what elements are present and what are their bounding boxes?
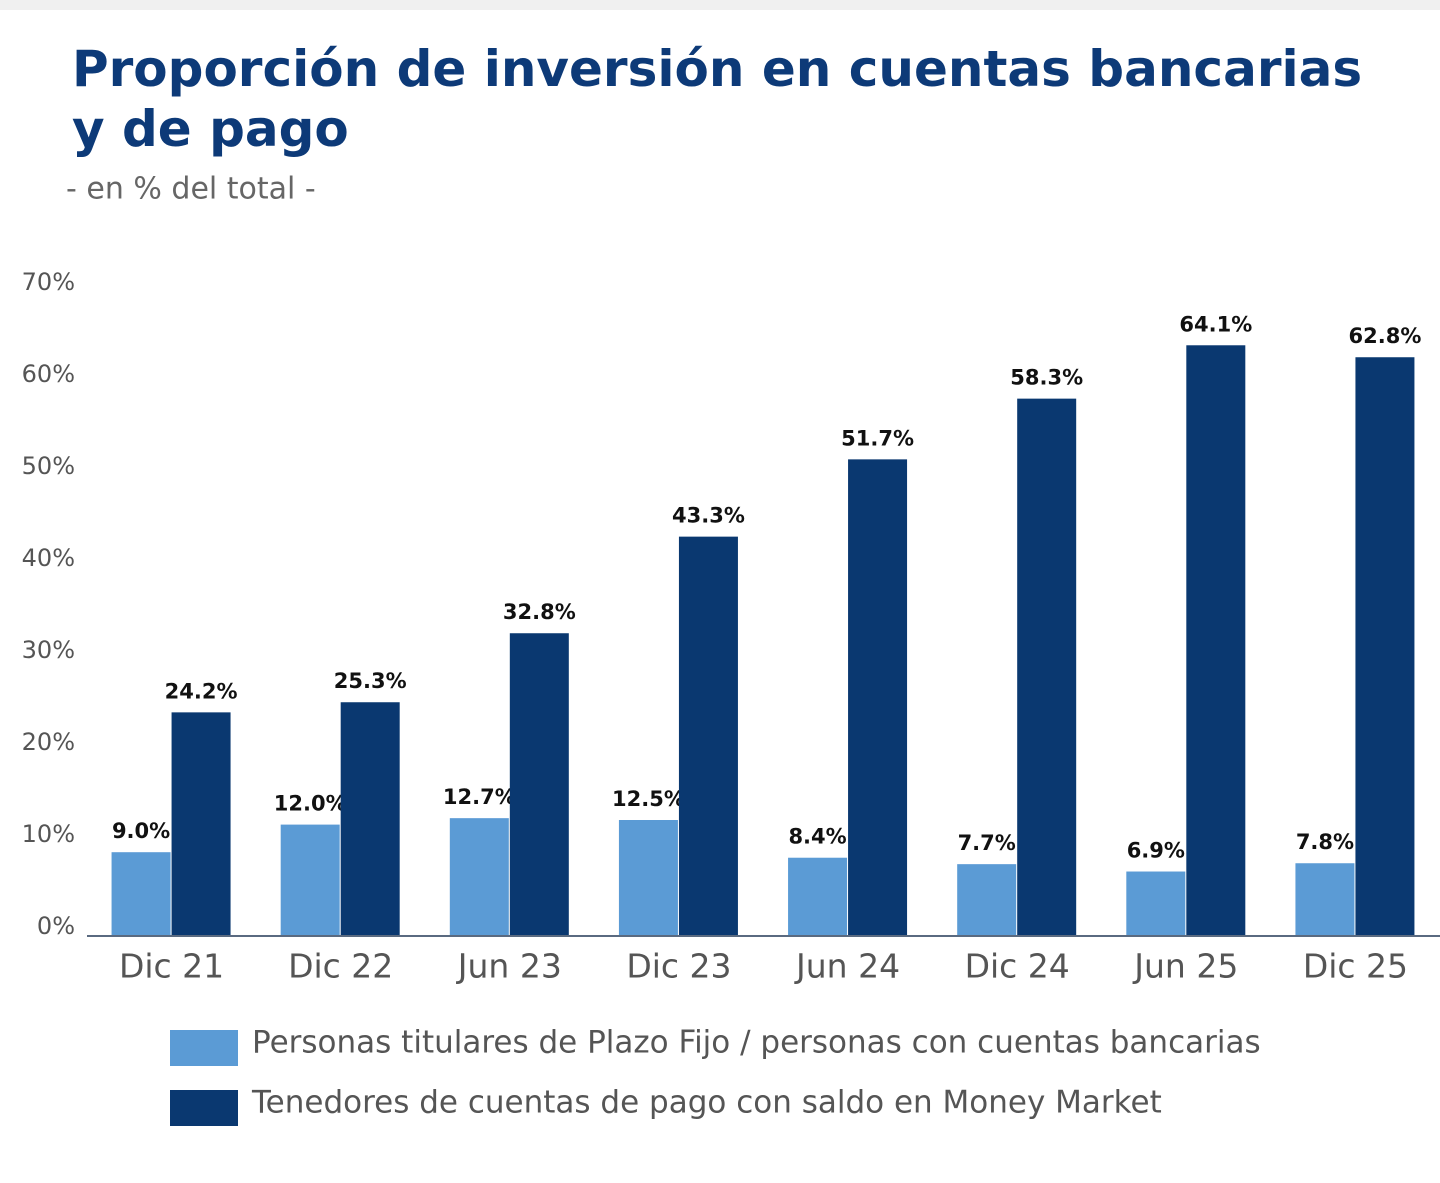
value-label: 8.4% [788, 825, 846, 849]
value-label: 25.3% [334, 669, 407, 693]
bar [449, 818, 509, 935]
legend-label: Tenedores de cuentas de pago con saldo e… [251, 1085, 1162, 1121]
x-tick-label: Dic 23 [626, 947, 731, 986]
bar [1355, 357, 1415, 935]
value-label: 7.8% [1296, 830, 1354, 854]
chart-subtitle: - en % del total - [66, 172, 316, 207]
y-tick-label: 10% [22, 820, 75, 848]
value-label: 32.8% [503, 600, 576, 624]
value-label: 43.3% [672, 504, 745, 528]
legend-swatch [170, 1090, 238, 1126]
bar [678, 536, 738, 935]
y-tick-label: 0% [37, 912, 75, 940]
y-tick-label: 60% [22, 360, 75, 388]
bar [788, 857, 848, 935]
legend-swatch [170, 1030, 238, 1066]
y-tick-label: 40% [22, 544, 75, 572]
bar [280, 824, 340, 935]
bar [111, 852, 171, 935]
bar [848, 459, 908, 935]
bar [1017, 398, 1077, 935]
bar [340, 702, 400, 935]
bar [618, 820, 678, 935]
x-tick-label: Dic 21 [119, 947, 224, 986]
value-label: 12.7% [443, 785, 516, 809]
y-tick-label: 30% [22, 636, 75, 664]
legend-label: Personas titulares de Plazo Fijo / perso… [252, 1025, 1261, 1061]
value-label: 7.7% [958, 831, 1016, 855]
value-label: 9.0% [112, 819, 170, 843]
y-tick-label: 20% [22, 728, 75, 756]
bar [1126, 871, 1186, 935]
value-label: 64.1% [1179, 312, 1252, 336]
value-label: 24.2% [165, 679, 238, 703]
bar [957, 864, 1017, 935]
x-tick-label: Jun 23 [456, 947, 562, 986]
top-strip [0, 0, 1440, 10]
x-tick-label: Dic 25 [1303, 947, 1408, 986]
chart-title: Proporción de inversión en cuentas banca… [72, 40, 1362, 158]
y-tick-label: 70% [22, 268, 75, 296]
x-tick-label: Jun 25 [1132, 947, 1238, 986]
bar [1295, 863, 1355, 935]
value-label: 12.5% [612, 787, 685, 811]
value-label: 58.3% [1010, 366, 1083, 390]
y-tick-label: 50% [22, 452, 75, 480]
value-label: 51.7% [841, 426, 914, 450]
x-tick-label: Jun 24 [794, 947, 900, 986]
x-tick-label: Dic 24 [965, 947, 1070, 986]
value-label: 12.0% [274, 792, 347, 816]
bar [171, 712, 231, 935]
x-tick-label: Dic 22 [288, 947, 393, 986]
value-label: 62.8% [1349, 324, 1422, 348]
bar [509, 633, 569, 935]
value-label: 6.9% [1127, 839, 1185, 863]
bar [1186, 345, 1246, 935]
